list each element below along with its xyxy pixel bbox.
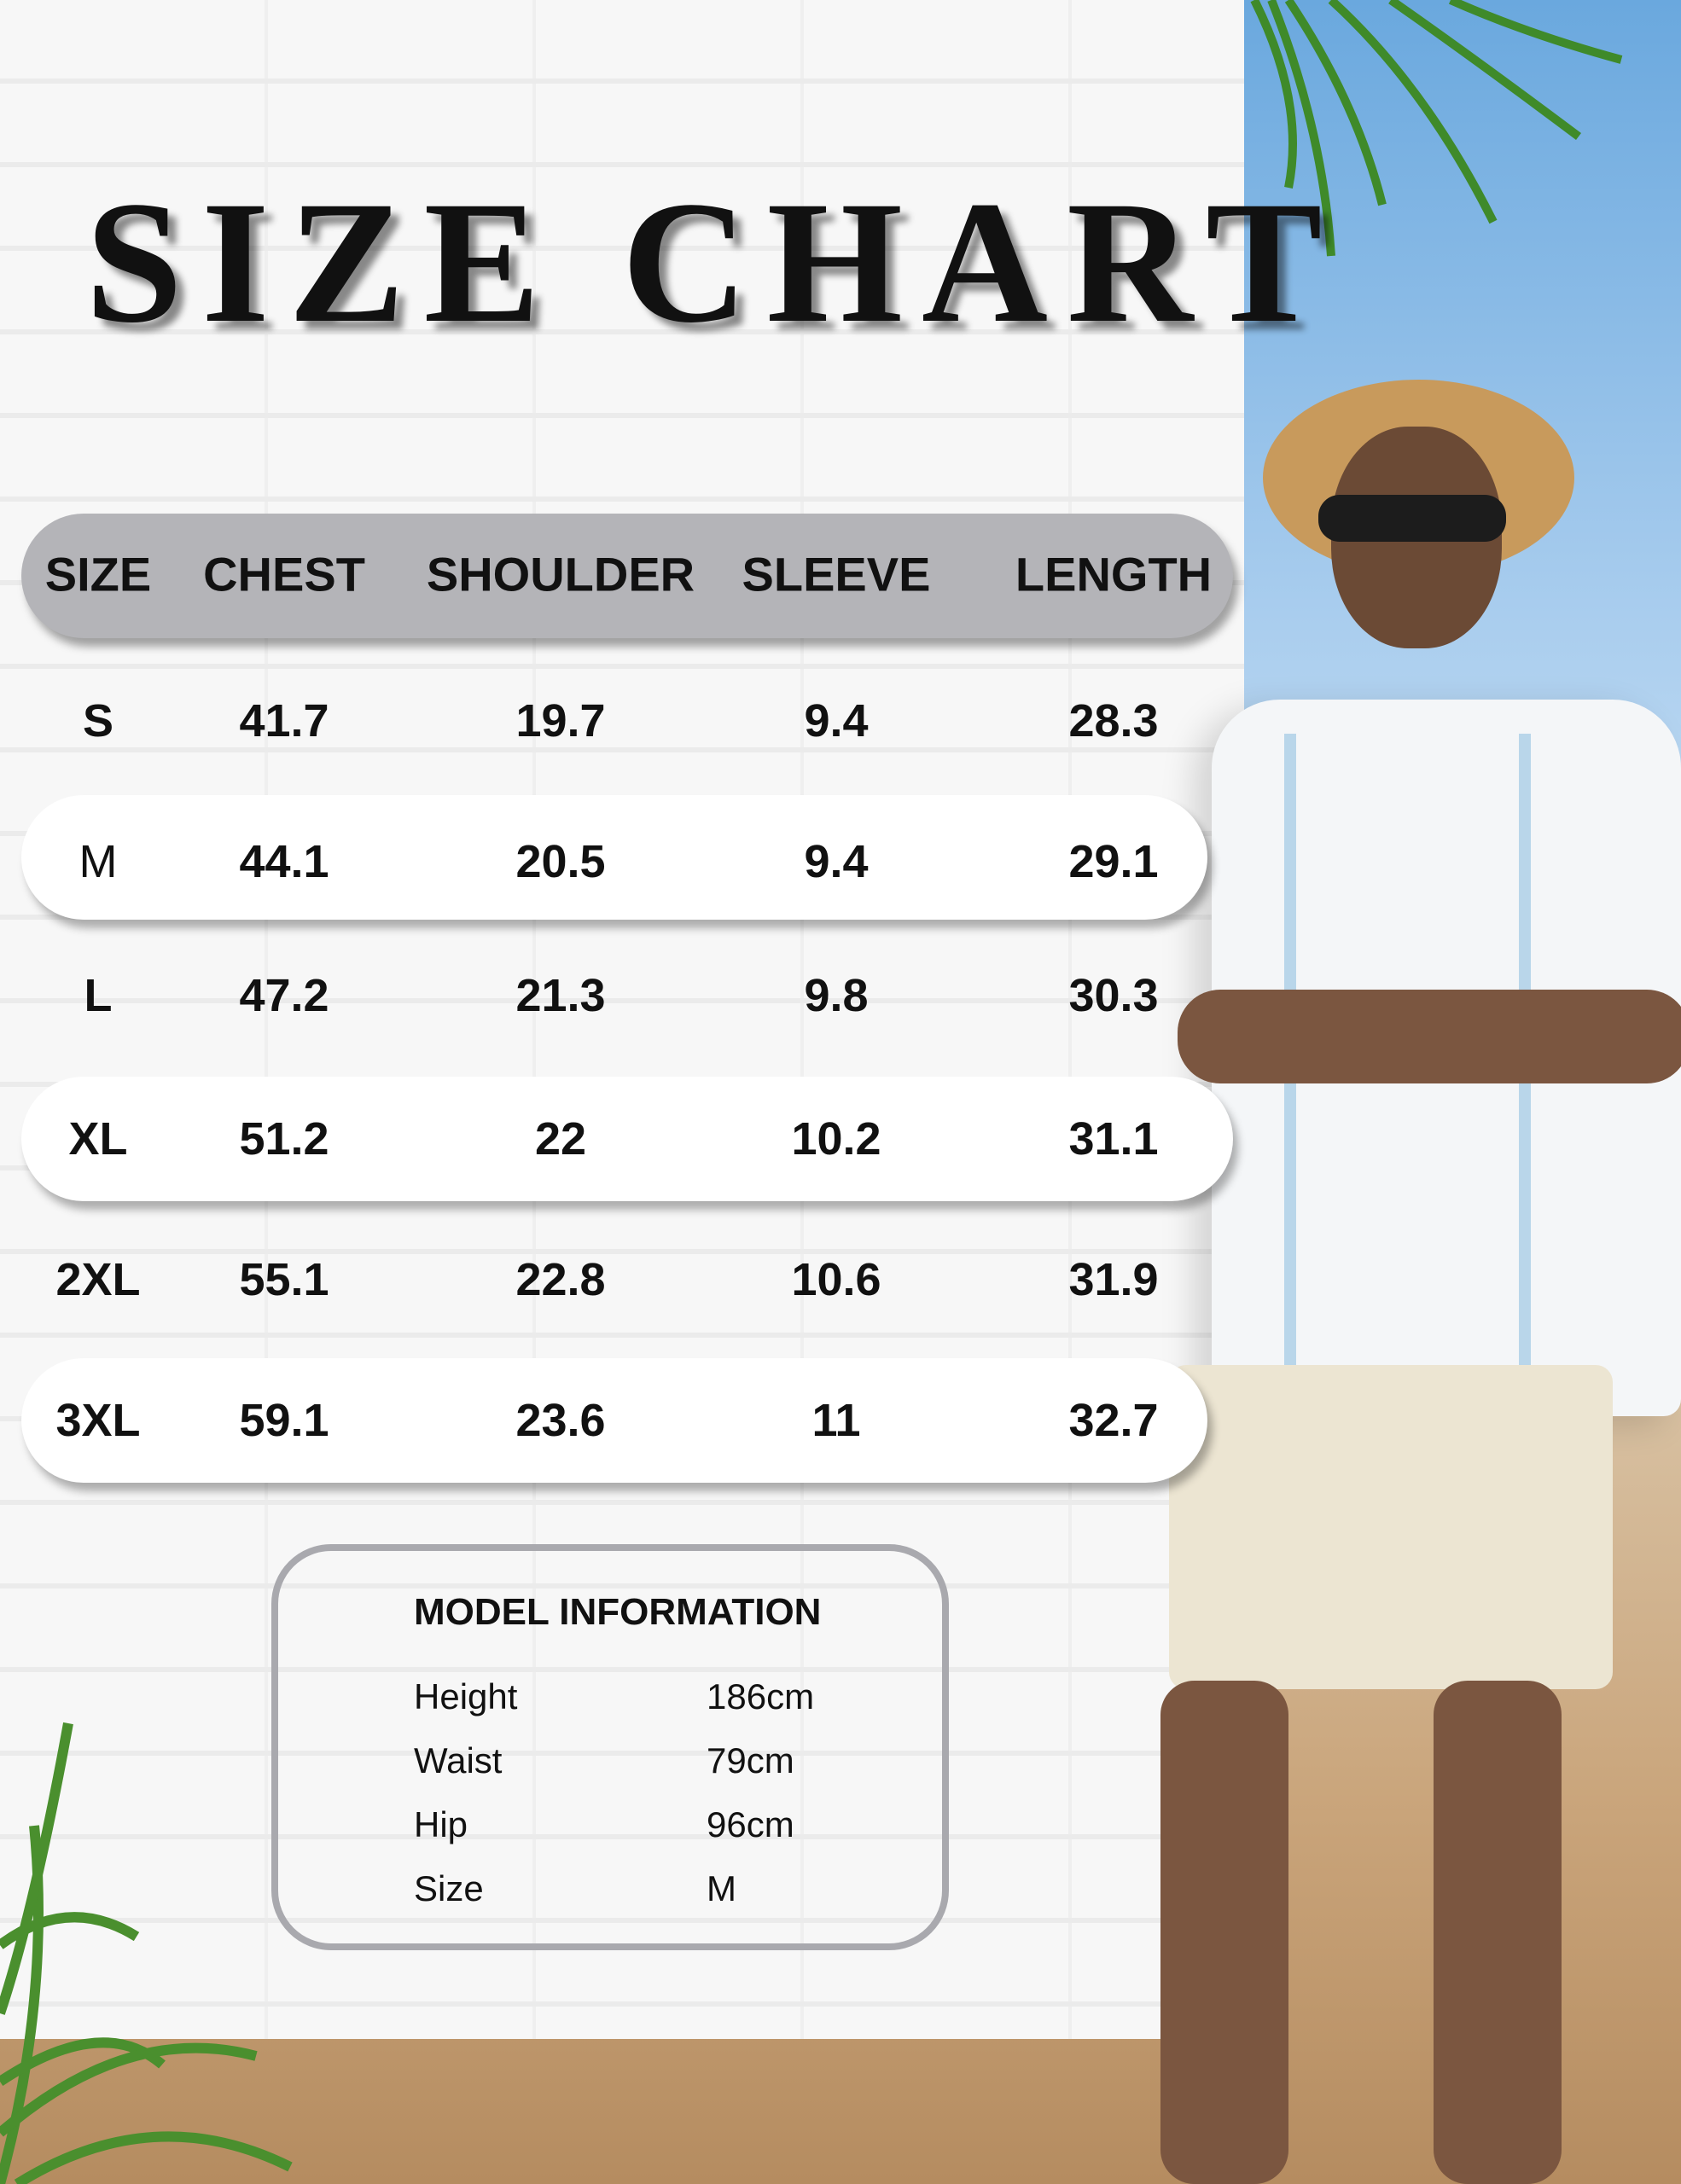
model-info-label: Hip [414, 1804, 468, 1844]
row-highlight-m [21, 795, 1207, 920]
cell-length: 31.9 [1068, 1254, 1159, 1305]
cell-length: 30.3 [1068, 970, 1159, 1021]
cell-chest: 51.2 [239, 1113, 329, 1165]
cell-chest: 47.2 [239, 970, 329, 1021]
cell-length: 29.1 [1068, 836, 1159, 887]
header-size: SIZE [44, 547, 152, 601]
model-info-value: 79cm [707, 1740, 794, 1780]
cell-sleeve: 10.2 [791, 1113, 881, 1165]
table-header-bar [21, 514, 1233, 638]
page-title: SIZE CHART [85, 166, 1341, 359]
cell-chest: 44.1 [239, 836, 329, 887]
size-chart-panel [0, 0, 1244, 2039]
row-highlight-3xl [21, 1358, 1207, 1483]
model-info-value: 186cm [707, 1676, 815, 1716]
palm-leaf-icon [1250, 0, 1623, 257]
header-length: LENGTH [1015, 547, 1213, 601]
model-info-box [271, 1544, 949, 1950]
model-info-value: 96cm [707, 1804, 794, 1844]
cell-shoulder: 21.3 [515, 970, 606, 1021]
cell-shoulder: 19.7 [515, 695, 606, 746]
cell-chest: 41.7 [239, 695, 329, 746]
cell-size: XL [68, 1113, 128, 1165]
model-info-label: Size [414, 1868, 484, 1908]
header-shoulder: SHOULDER [426, 547, 695, 601]
cell-shoulder: 20.5 [515, 836, 606, 887]
cell-size: S [82, 695, 114, 746]
cell-size: M [79, 836, 118, 887]
cell-sleeve: 10.6 [791, 1254, 881, 1305]
cell-size: L [84, 970, 113, 1021]
cell-shoulder: 23.6 [515, 1395, 606, 1446]
cell-chest: 59.1 [239, 1395, 329, 1446]
cell-size: 3XL [55, 1395, 141, 1446]
cell-length: 31.1 [1068, 1113, 1159, 1165]
cell-sleeve: 9.4 [804, 836, 869, 887]
cell-shoulder: 22 [534, 1113, 587, 1165]
cell-chest: 55.1 [239, 1254, 329, 1305]
cell-length: 28.3 [1068, 695, 1159, 746]
header-chest: CHEST [203, 547, 365, 601]
model-info-label: Waist [414, 1740, 503, 1780]
cell-sleeve: 9.8 [804, 970, 869, 1021]
cell-shoulder: 22.8 [515, 1254, 606, 1305]
cell-sleeve: 11 [811, 1395, 861, 1446]
row-highlight-xl [21, 1077, 1233, 1201]
cell-sleeve: 9.4 [804, 695, 869, 746]
model-info-value: M [707, 1868, 736, 1908]
cell-length: 32.7 [1068, 1395, 1159, 1446]
model-info-label: Height [414, 1676, 518, 1716]
cell-size: 2XL [55, 1254, 141, 1305]
palm-plant-icon [0, 1722, 293, 2184]
header-sleeve: SLEEVE [742, 547, 931, 601]
model-info-title: MODEL INFORMATION [414, 1591, 822, 1633]
